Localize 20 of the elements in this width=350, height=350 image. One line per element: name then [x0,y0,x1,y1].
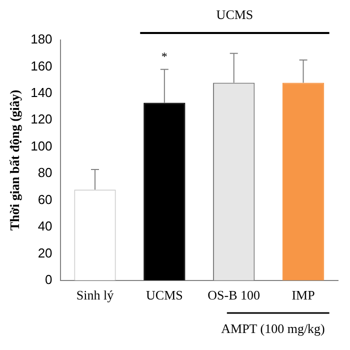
y-tick-label: 140 [30,85,52,100]
bar [282,82,324,280]
x-tick-label: UCMS [146,288,183,303]
y-tick-label: 20 [38,245,52,260]
x-tick-label: IMP [292,288,315,303]
y-tick-label: 0 [45,272,52,287]
y-tick-label: 60 [38,192,52,207]
x-tick-label: OS-B 100 [208,288,260,303]
y-tick-label: 160 [30,58,52,74]
bar [144,102,186,280]
y-tick-label: 100 [30,138,52,154]
y-tick-label: 120 [30,112,52,127]
y-tick-label: 80 [38,165,52,180]
y-tick-label: 40 [38,218,52,234]
annotation: * [161,50,168,64]
x-tick-label: Sinh lý [76,288,114,303]
y-tick-label: 180 [30,32,52,47]
y-axis-title: Thời gian bất động (giây) [7,90,22,231]
text: UCMS [216,6,254,22]
text: AMPT (100 mg/kg) [221,320,325,336]
